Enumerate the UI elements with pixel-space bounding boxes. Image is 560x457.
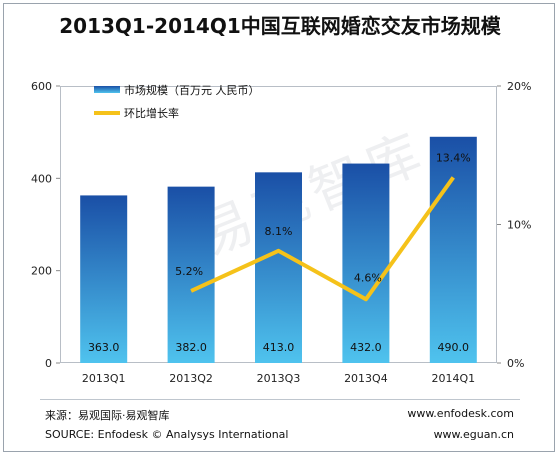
bar-2014Q1 xyxy=(429,136,477,363)
legend: 市场规模（百万元 人民币） 环比增长率 xyxy=(94,83,260,120)
chart-title: 2013Q1-2014Q1中国互联网婚恋交友市场规模 xyxy=(59,14,501,38)
line-label-2013Q4: 4.6% xyxy=(354,271,382,284)
x-tick-label-2013Q4: 2013Q4 xyxy=(344,372,388,385)
growth-rate-line xyxy=(190,176,455,302)
x-axis-ticks: 2013Q1 2013Q2 2013Q3 2013Q4 2014Q1 xyxy=(82,372,475,385)
bar-2013Q3 xyxy=(255,172,302,363)
bar-label-2013Q4: 432.0 xyxy=(350,341,382,354)
right-tick-label: 0% xyxy=(507,357,524,370)
line-label-2013Q3: 8.1% xyxy=(265,225,293,238)
left-tick-label: 400 xyxy=(31,172,52,185)
url-enfodesk: www.enfodesk.com xyxy=(407,407,514,420)
bar-label-2013Q1: 363.0 xyxy=(88,341,120,354)
legend-bar-label: 市场规模（百万元 人民币） xyxy=(124,83,260,97)
bar-label-2013Q2: 382.0 xyxy=(175,341,207,354)
left-tick-label: 0 xyxy=(45,357,52,370)
bar-2013Q4 xyxy=(342,163,390,363)
x-tick-label-2013Q2: 2013Q2 xyxy=(169,372,213,385)
bar-2013Q2 xyxy=(167,186,215,363)
right-axis-ticks: 0% 10% 20% xyxy=(497,80,531,370)
source-cn: 来源：易观国际·易观智库 xyxy=(45,409,170,422)
x-tick-label-2014Q1: 2014Q1 xyxy=(431,372,475,385)
bar-label-2014Q1: 490.0 xyxy=(438,341,470,354)
left-axis-ticks: 0 200 400 600 xyxy=(31,80,60,370)
bar-value-labels: 363.0 382.0 413.0 432.0 490.0 xyxy=(88,341,469,354)
x-tick-label-2013Q3: 2013Q3 xyxy=(257,372,301,385)
line-label-2014Q1: 13.4% xyxy=(436,151,471,164)
line-value-labels: 5.2% 8.1% 4.6% 13.4% xyxy=(175,151,471,284)
legend-line-label: 环比增长率 xyxy=(124,106,179,120)
x-tick-label-2013Q1: 2013Q1 xyxy=(82,372,126,385)
left-tick-label: 600 xyxy=(31,80,52,93)
right-tick-label: 10% xyxy=(507,219,531,232)
legend-bar-swatch xyxy=(94,86,120,93)
line-label-2013Q2: 5.2% xyxy=(175,265,203,278)
left-tick-label: 200 xyxy=(31,265,52,278)
line-series xyxy=(190,176,455,302)
source-en: SOURCE: Enfodesk © Analysys Internationa… xyxy=(45,428,289,441)
right-tick-label: 20% xyxy=(507,80,531,93)
bar-2013Q1 xyxy=(80,195,128,363)
bar-series xyxy=(80,136,477,363)
footer-divider xyxy=(40,399,520,400)
bar-label-2013Q3: 413.0 xyxy=(263,341,295,354)
url-eguan: www.eguan.cn xyxy=(433,428,514,441)
